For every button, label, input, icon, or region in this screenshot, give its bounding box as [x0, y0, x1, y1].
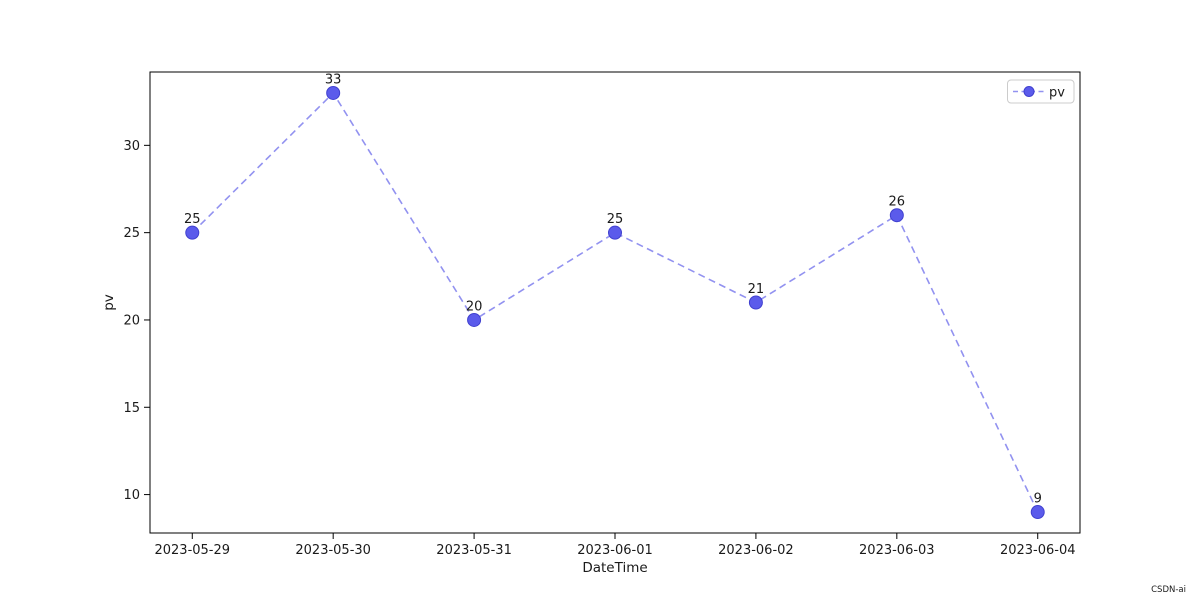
x-tick-label: 2023-05-29 [154, 543, 230, 558]
x-tick-label: 2023-06-02 [718, 543, 794, 558]
data-point-marker [889, 208, 904, 223]
data-point-label: 21 [748, 282, 765, 297]
plot-area [149, 71, 1081, 534]
data-point-marker [1030, 505, 1045, 520]
data-point-label: 9 [1034, 492, 1042, 507]
data-point-label: 20 [466, 299, 483, 314]
data-point-marker [326, 85, 341, 100]
y-axis-title: pv [101, 294, 117, 311]
legend: pv [1007, 79, 1075, 104]
data-point-marker [467, 312, 482, 327]
y-tick-label: 10 [123, 488, 140, 503]
y-tick-label: 30 [123, 139, 140, 154]
data-point-label: 26 [889, 195, 906, 210]
series-line-pv [191, 91, 1039, 513]
x-tick-label: 2023-06-04 [1000, 543, 1076, 558]
legend-label: pv [1049, 86, 1065, 101]
y-axis-ticks: 10 15 20 25 30 [123, 139, 150, 503]
data-point-label: 25 [607, 212, 624, 227]
data-point-label: 25 [184, 212, 201, 227]
data-point-marker [748, 295, 763, 310]
y-tick-label: 20 [123, 313, 140, 328]
data-point-marker [185, 225, 200, 240]
point-labels: 25 33 20 25 21 26 9 [184, 72, 1042, 506]
x-axis-ticks: 2023-05-29 2023-05-30 2023-05-31 2023-06-01… [154, 533, 1076, 558]
data-point-marker [608, 225, 622, 240]
data-point-label: 33 [325, 72, 342, 87]
y-tick-label: 15 [123, 401, 140, 416]
x-axis-title: DateTime [582, 560, 647, 576]
y-tick-label: 25 [123, 226, 140, 241]
legend-marker-icon [1023, 86, 1035, 97]
x-tick-label: 2023-05-31 [436, 543, 512, 558]
x-tick-label: 2023-05-30 [295, 543, 371, 558]
x-tick-label: 2023-06-03 [859, 543, 935, 558]
series-markers [185, 85, 1045, 520]
watermark: CSDN-ai [1151, 585, 1186, 595]
x-tick-label: 2023-06-01 [577, 543, 653, 558]
